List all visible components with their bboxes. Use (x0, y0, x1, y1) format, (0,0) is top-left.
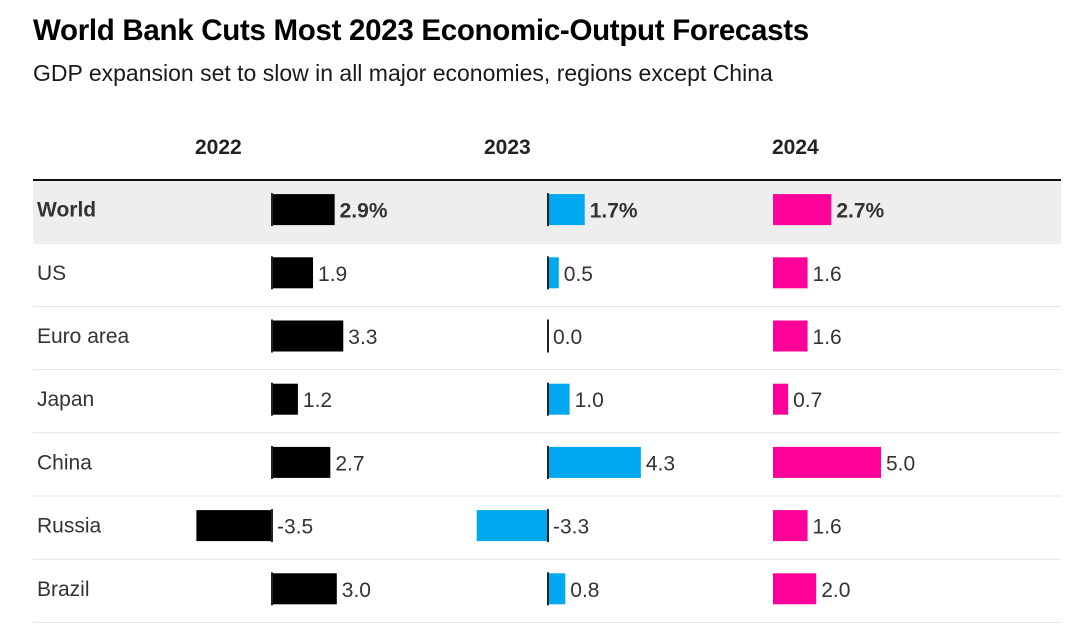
column-header-2024: 2024 (772, 136, 819, 159)
chart-title: World Bank Cuts Most 2023 Economic-Outpu… (33, 14, 809, 47)
bar-2023-japan (548, 383, 570, 415)
value-label-2024-japan: 0.7 (793, 389, 822, 412)
column-header-2022: 2022 (195, 136, 242, 159)
value-label-2023-brazil: 0.8 (570, 579, 599, 602)
row-label-us: US (37, 262, 66, 285)
row-label-brazil: Brazil (37, 578, 90, 601)
value-label-2024-world: 2.7% (836, 200, 884, 223)
value-label-2022-russia: -3.5 (277, 516, 313, 539)
bar-2024-russia (773, 510, 808, 542)
value-label-2022-japan: 1.2 (303, 389, 332, 412)
row-label-euro-area: Euro area (37, 325, 130, 348)
bar-2022-japan (272, 383, 298, 415)
bar-2022-us (272, 257, 314, 289)
value-label-2024-brazil: 2.0 (821, 579, 850, 602)
row-label-japan: Japan (37, 388, 94, 411)
bar-2023-russia (476, 510, 548, 542)
bar-2024-brazil (773, 573, 817, 605)
value-label-2023-us: 0.5 (564, 263, 593, 286)
value-label-2022-world: 2.9% (340, 200, 388, 223)
bar-2023-us (548, 257, 559, 289)
bar-2024-china (773, 446, 881, 478)
column-header-2023: 2023 (484, 136, 531, 159)
value-label-2023-china: 4.3 (646, 452, 675, 475)
chart-subtitle: GDP expansion set to slow in all major e… (33, 60, 773, 86)
bar-2024-euro-area (773, 320, 808, 352)
value-label-2022-brazil: 3.0 (342, 579, 371, 602)
value-label-2022-euro-area: 3.3 (348, 326, 377, 349)
bar-2022-china (272, 446, 331, 478)
value-label-2023-russia: -3.3 (553, 516, 589, 539)
bar-2022-russia (196, 510, 272, 542)
row-label-china: China (37, 451, 92, 474)
bar-2022-euro-area (272, 320, 344, 352)
value-label-2022-china: 2.7 (335, 452, 364, 475)
value-label-2024-us: 1.6 (813, 263, 842, 286)
bar-2024-world (773, 194, 832, 226)
value-label-2023-world: 1.7% (590, 200, 638, 223)
value-label-2023-euro-area: 0.0 (553, 326, 582, 349)
bar-2024-us (773, 257, 808, 289)
bar-2023-china (548, 446, 641, 478)
row-label-russia: Russia (37, 515, 102, 538)
value-label-2024-euro-area: 1.6 (813, 326, 842, 349)
row-label-world: World (37, 199, 96, 222)
bar-2023-world (548, 194, 585, 226)
value-label-2024-russia: 1.6 (813, 516, 842, 539)
bar-2024-japan (773, 383, 789, 415)
value-label-2022-us: 1.9 (318, 263, 347, 286)
value-label-2024-china: 5.0 (886, 452, 915, 475)
bar-2022-world (272, 194, 335, 226)
value-label-2023-japan: 1.0 (575, 389, 604, 412)
bar-2022-brazil (272, 573, 337, 605)
bar-2023-brazil (548, 573, 566, 605)
